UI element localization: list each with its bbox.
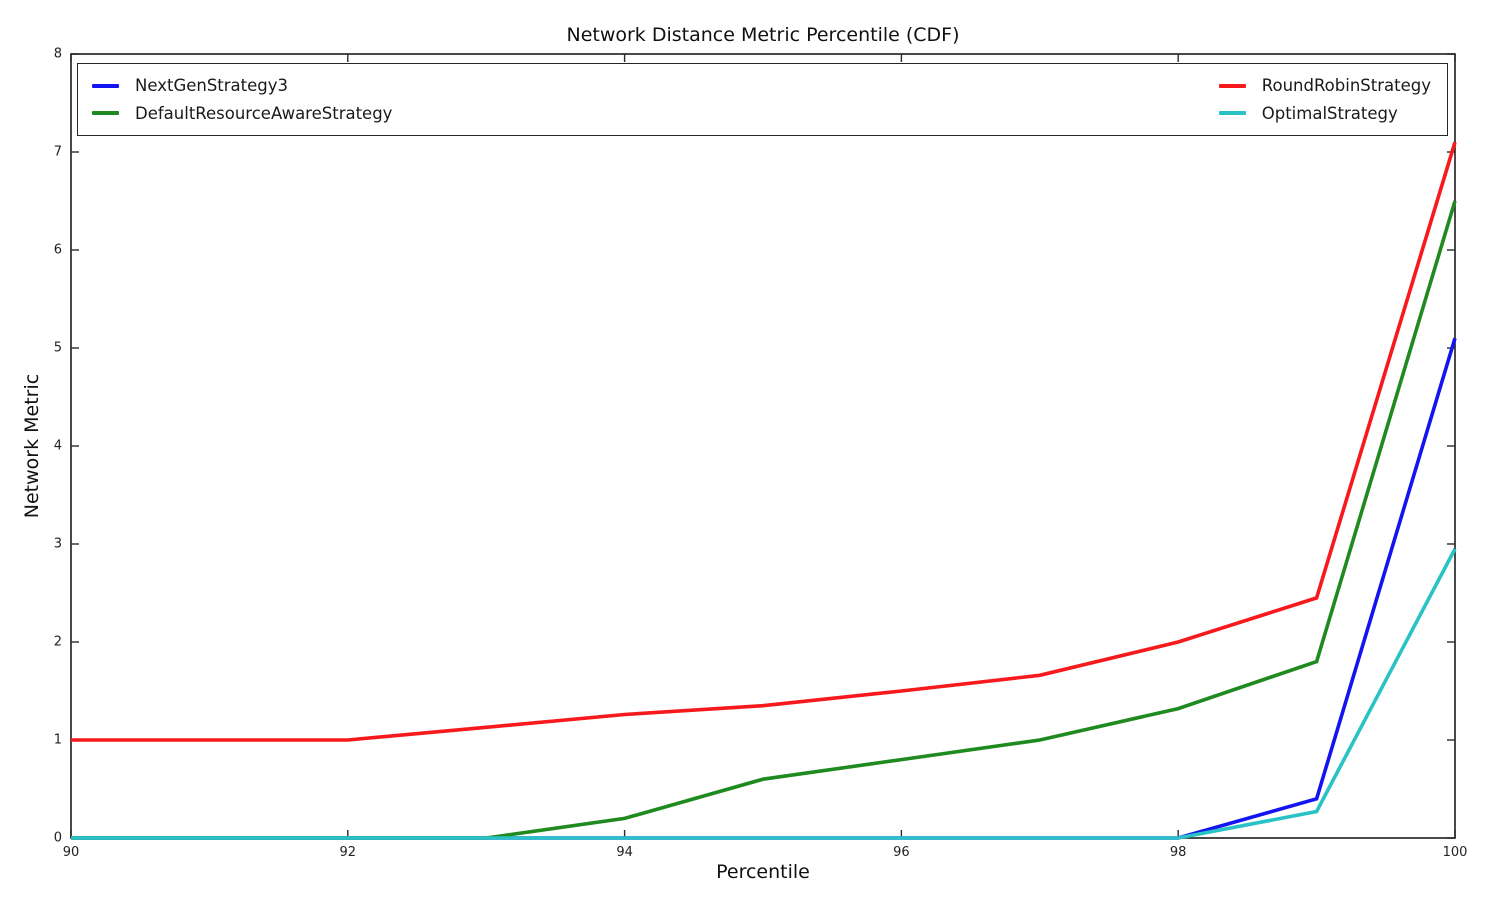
x-tick-label-90: 90 bbox=[62, 845, 80, 860]
y-tick-label-7: 7 bbox=[53, 144, 62, 160]
legend-line-swatch-icon bbox=[1218, 83, 1246, 88]
y-tick-label-5: 5 bbox=[53, 340, 62, 356]
y-tick-label-0: 0 bbox=[53, 830, 62, 846]
y-tick-label-3: 3 bbox=[53, 536, 62, 552]
plot-border bbox=[70, 53, 1456, 839]
x-tick-label-100: 100 bbox=[1442, 845, 1468, 860]
legend-item-DefaultResourceAwareStrategy: DefaultResourceAwareStrategy bbox=[92, 104, 392, 123]
x-tick-label-98: 98 bbox=[1169, 845, 1187, 860]
series-line-DefaultResourceAwareStrategy bbox=[71, 200, 1457, 840]
legend-item-RoundRobinStrategy: RoundRobinStrategy bbox=[1218, 76, 1431, 96]
legend-column-right: RoundRobinStrategy OptimalStrategy bbox=[1218, 68, 1431, 131]
legend-item-OptimalStrategy: OptimalStrategy bbox=[1218, 103, 1431, 123]
legend-label: RoundRobinStrategy bbox=[1261, 76, 1431, 96]
series-line-NextGenStrategy3 bbox=[71, 337, 1457, 840]
y-tick-label-8: 8 bbox=[53, 46, 62, 62]
legend-line-swatch-icon bbox=[92, 83, 119, 88]
chart-title: Network Distance Metric Percentile (CDF) bbox=[566, 24, 960, 46]
legend-item-NextGenStrategy3: NextGenStrategy3 bbox=[92, 76, 392, 95]
legend-label: NextGenStrategy3 bbox=[135, 76, 289, 96]
x-tick-label-96: 96 bbox=[893, 845, 910, 860]
legend-line-swatch-icon bbox=[92, 111, 119, 116]
legend: NextGenStrategy3 DefaultResourceAwareStra… bbox=[77, 63, 1448, 136]
x-tick-label-92: 92 bbox=[339, 845, 357, 860]
y-tick-label-1: 1 bbox=[53, 732, 62, 748]
legend-column-left: NextGenStrategy3 DefaultResourceAwareStra… bbox=[92, 68, 392, 131]
y-tick-label-6: 6 bbox=[53, 242, 62, 258]
y-tick-label-2: 2 bbox=[53, 634, 62, 650]
series-line-RoundRobinStrategy bbox=[71, 141, 1457, 742]
x-axis-label: Percentile bbox=[716, 861, 810, 883]
legend-label: OptimalStrategy bbox=[1261, 103, 1398, 123]
series-line-OptimalStrategy bbox=[71, 548, 1457, 840]
y-tick-label-4: 4 bbox=[53, 438, 62, 454]
x-tick-label-94: 94 bbox=[616, 845, 633, 860]
legend-line-swatch-icon bbox=[1218, 111, 1246, 116]
legend-label: DefaultResourceAwareStrategy bbox=[135, 103, 393, 123]
